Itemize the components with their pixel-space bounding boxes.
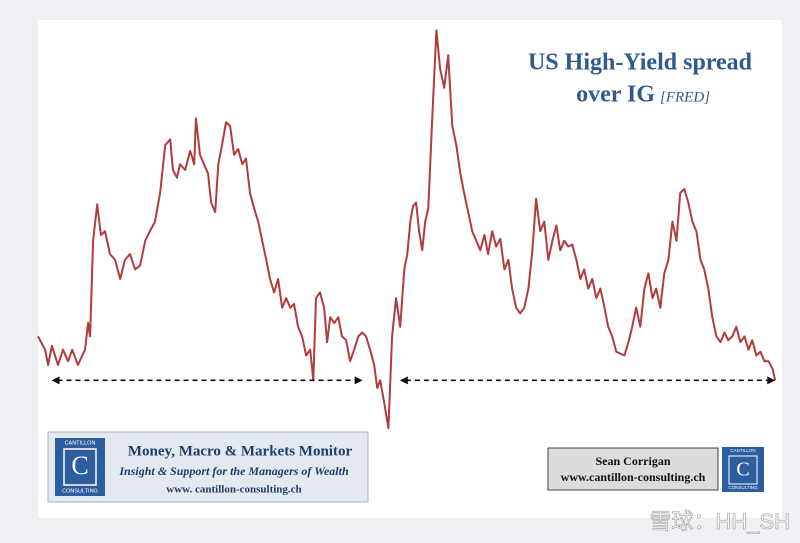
arrow-head — [354, 376, 363, 385]
arrow-head — [51, 376, 60, 385]
logo-top: CANTILLON — [65, 440, 96, 446]
title-note: [FRED] — [660, 89, 710, 105]
right-box — [547, 447, 719, 491]
arrow-head — [767, 376, 776, 385]
logo-letter: C — [71, 451, 88, 480]
watermark: 雪球：HH_SH — [649, 509, 790, 534]
logo-right-top: CANTILLON — [730, 448, 755, 453]
logo-right-letter: C — [736, 459, 749, 481]
logo-frame — [63, 448, 97, 486]
author-url: www.cantillon-consulting.ch — [561, 470, 706, 484]
chart-title-line2: over IG — [576, 82, 655, 108]
logo-right-frame — [728, 455, 758, 485]
box-subheading: Insight & Support for the Managers of We… — [118, 464, 349, 478]
arrow-head — [399, 376, 408, 385]
box-heading: Money, Macro & Markets Monitor — [128, 443, 353, 459]
chart-title: US High-Yield spread — [528, 50, 753, 76]
series-line — [37, 29, 777, 430]
logo-right-bottom: CONSULTING — [728, 485, 758, 490]
logo-bottom: CONSULTING — [62, 488, 98, 494]
author: Sean Corrigan — [596, 454, 671, 468]
box-url: www. cantillon-consulting.ch — [166, 484, 301, 496]
